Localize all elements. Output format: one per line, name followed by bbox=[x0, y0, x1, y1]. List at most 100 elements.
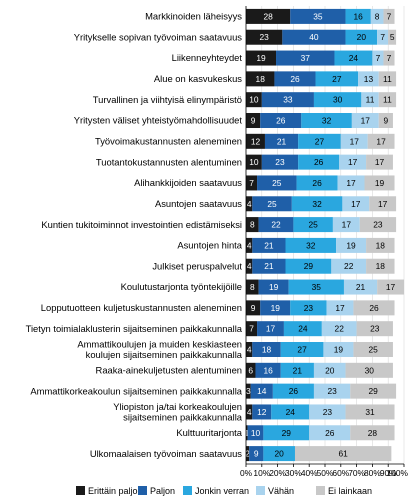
data-label: 25 bbox=[267, 199, 277, 209]
bar-segment bbox=[280, 362, 314, 378]
bar-segment bbox=[366, 258, 395, 274]
data-label: 30 bbox=[333, 95, 343, 105]
bar-segment bbox=[246, 92, 262, 108]
data-label: 20 bbox=[357, 32, 367, 42]
category-label: Alue on kasvukeskus bbox=[154, 73, 242, 84]
bar-segment bbox=[345, 29, 378, 45]
bar-segment bbox=[261, 154, 299, 170]
bar-row: 19 37 24 7 7 bbox=[246, 50, 395, 66]
category-label: Työvoimakustannusten aleneminen bbox=[95, 136, 242, 147]
bar-segment bbox=[353, 300, 395, 316]
bar-row: 3 14 26 23 29 bbox=[246, 383, 397, 399]
category-label: Tuotantokustannusten alentuminen bbox=[96, 156, 242, 167]
data-label: 3 bbox=[246, 386, 251, 396]
bar-segment bbox=[246, 258, 253, 274]
data-label: 7 bbox=[387, 11, 392, 21]
legend-item: Erittäin paljon bbox=[76, 486, 143, 496]
data-label: 25 bbox=[308, 220, 318, 230]
data-label: 17 bbox=[386, 282, 396, 292]
bar-segment bbox=[345, 8, 371, 24]
data-label: 23 bbox=[373, 220, 383, 230]
data-label: 8 bbox=[250, 282, 255, 292]
data-label: 22 bbox=[344, 261, 354, 271]
legend-item: Vähän bbox=[256, 486, 294, 496]
data-label: 17 bbox=[342, 220, 352, 230]
data-label: 19 bbox=[375, 178, 385, 188]
bar-segment bbox=[294, 446, 392, 462]
data-label: 21 bbox=[277, 136, 287, 146]
bar-segment bbox=[285, 237, 337, 253]
legend-label: Jonkin verran bbox=[195, 486, 249, 496]
data-label: 13 bbox=[364, 74, 374, 84]
legend-label: Erittäin paljon bbox=[88, 486, 143, 496]
data-label: 9 bbox=[251, 303, 256, 313]
x-tick-label: 50% bbox=[317, 468, 334, 478]
bar-row: 6 16 21 20 30 bbox=[246, 362, 393, 378]
bar-segment bbox=[301, 113, 352, 128]
data-label: 22 bbox=[335, 324, 345, 334]
bar-segment bbox=[388, 29, 397, 45]
data-label: 4 bbox=[247, 407, 252, 417]
data-label: 23 bbox=[327, 386, 337, 396]
bar-segment bbox=[246, 404, 253, 420]
data-label: 27 bbox=[297, 345, 307, 355]
data-label: 35 bbox=[312, 282, 322, 292]
category-label: Koulutustarjonta työntekijöille bbox=[121, 281, 242, 292]
bar-segment bbox=[250, 383, 273, 399]
data-label: 7 bbox=[387, 53, 392, 63]
data-label: 10 bbox=[249, 95, 259, 105]
bar-segment bbox=[285, 258, 332, 274]
bar-segment bbox=[337, 175, 365, 191]
bar-segment bbox=[276, 50, 335, 66]
bar-segment bbox=[246, 425, 248, 441]
data-label: 7 bbox=[376, 53, 381, 63]
bar-segment bbox=[359, 217, 397, 233]
bar-segment bbox=[340, 133, 368, 149]
category-label: Asuntojen hinta bbox=[177, 240, 242, 251]
bar-segment bbox=[364, 175, 395, 191]
bar-segment bbox=[298, 154, 340, 170]
data-label: 22 bbox=[271, 220, 281, 230]
bar-segment bbox=[264, 133, 299, 149]
data-label: 37 bbox=[301, 53, 311, 63]
bar-segment bbox=[339, 154, 367, 170]
legend-label: Ei lainkaan bbox=[328, 486, 372, 496]
data-label: 17 bbox=[335, 303, 345, 313]
data-label: 26 bbox=[369, 303, 379, 313]
bar-segment bbox=[274, 71, 316, 87]
bar-segment bbox=[378, 71, 397, 87]
data-label: 24 bbox=[286, 407, 296, 417]
legend-item: Paljon bbox=[138, 486, 175, 496]
bar-segment bbox=[377, 279, 404, 295]
bar-segment bbox=[252, 258, 286, 274]
bar-segment bbox=[249, 446, 264, 462]
data-label: 35 bbox=[313, 11, 323, 21]
category-label: Yliopiston ja/tai korkeakoulujen sijaitse… bbox=[113, 401, 243, 423]
bar-segment bbox=[246, 300, 261, 316]
data-label: 11 bbox=[366, 95, 375, 105]
data-label: 21 bbox=[293, 365, 303, 375]
category-label: Ammattikorkeakoulun sijaitseminen paikka… bbox=[30, 385, 242, 396]
bar-row: 8 22 25 17 23 bbox=[246, 217, 397, 233]
bar-segment bbox=[252, 342, 281, 357]
category-label: Kulttuuritarjonta bbox=[176, 427, 242, 438]
data-label: 4 bbox=[247, 345, 252, 355]
bar-row: 23 40 20 7 5 bbox=[246, 29, 397, 45]
data-label: 9 bbox=[251, 116, 256, 126]
data-label: 17 bbox=[348, 157, 358, 167]
data-label: 12 bbox=[257, 407, 267, 417]
bar-segment bbox=[345, 362, 393, 378]
bar-segment bbox=[252, 196, 292, 212]
bar-segment bbox=[378, 92, 397, 108]
bar-segment bbox=[309, 425, 351, 441]
bar-segment bbox=[246, 29, 283, 45]
bar-row: 12 21 27 17 17 bbox=[246, 133, 395, 149]
data-label: 10 bbox=[249, 157, 259, 167]
bar-segment bbox=[283, 321, 322, 337]
data-label: 26 bbox=[314, 157, 324, 167]
data-label: 23 bbox=[323, 407, 333, 417]
data-label: 40 bbox=[309, 32, 319, 42]
data-label: 18 bbox=[262, 345, 272, 355]
category-label: Ammattikoulujen ja muiden keskiasteen kou… bbox=[77, 338, 242, 360]
legend-item: Jonkin verran bbox=[183, 486, 249, 496]
